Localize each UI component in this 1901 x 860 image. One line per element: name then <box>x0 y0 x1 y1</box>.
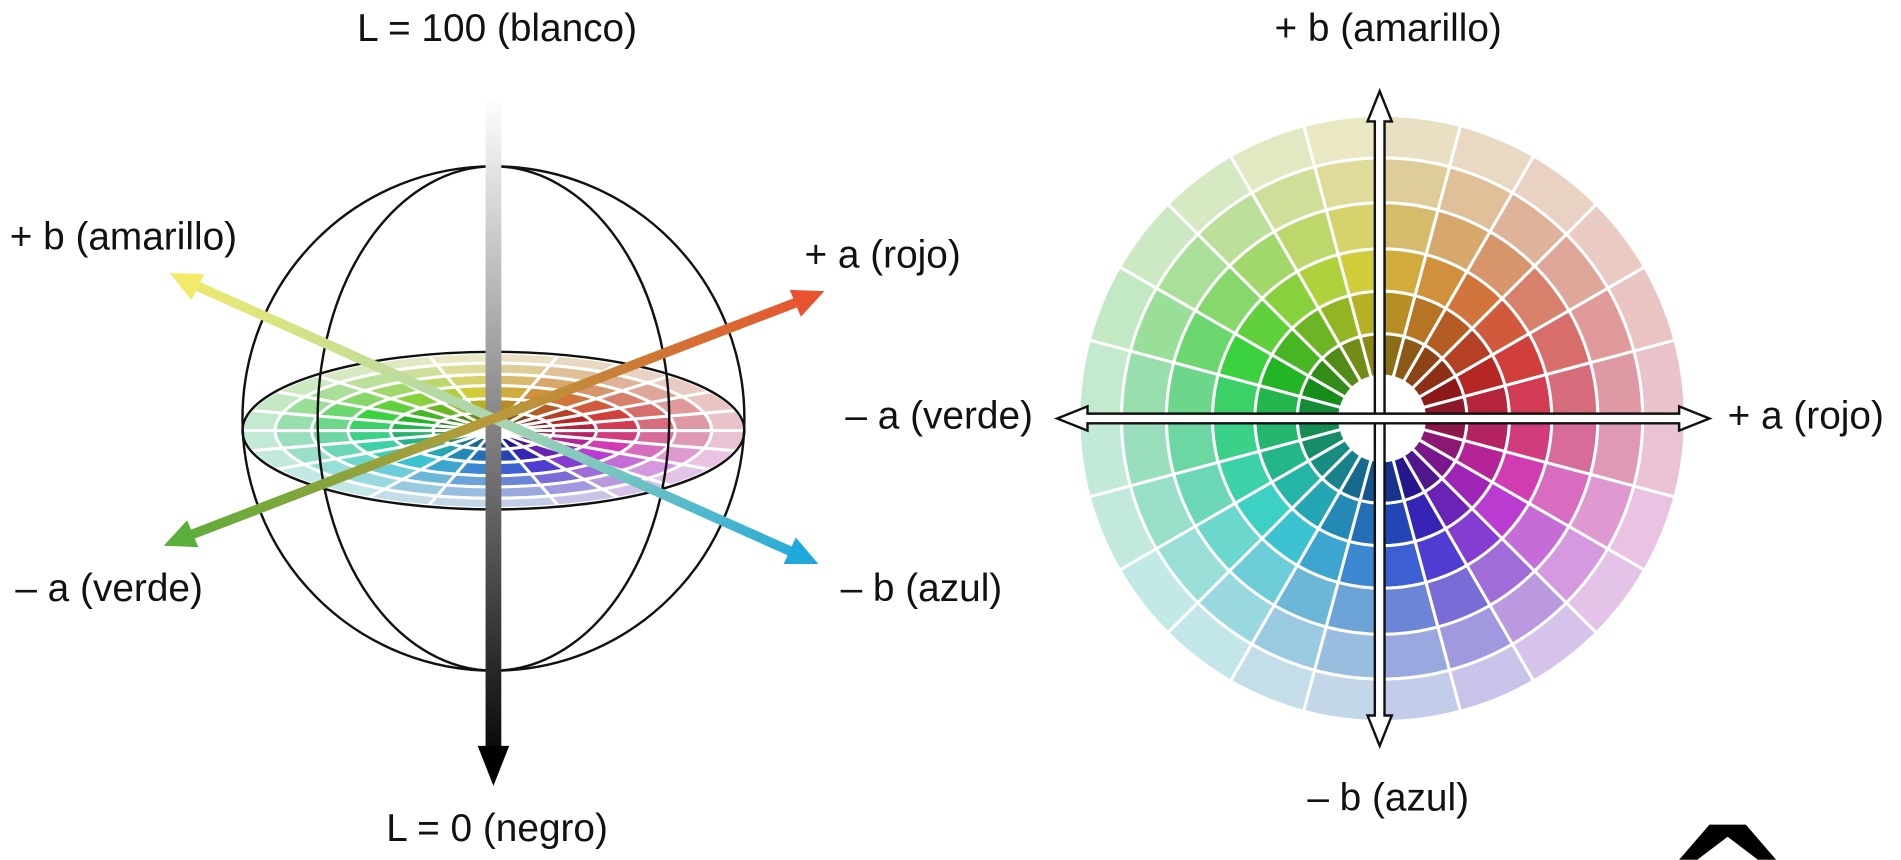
lab-diagram: L = 100 (blanco) + b (amarillo) + a (roj… <box>0 0 1901 860</box>
wheel-cell <box>1382 670 1460 721</box>
label: + a (rojo) <box>1728 395 1884 438</box>
label: + b (amarillo) <box>1274 7 1501 50</box>
wheel-cell <box>593 431 639 443</box>
label: – b (azul) <box>1307 777 1469 820</box>
wheel-cell <box>1382 115 1460 166</box>
label: – b (azul) <box>841 567 1003 610</box>
arrow-head <box>478 746 510 786</box>
label: + a (rojo) <box>804 233 960 276</box>
wheel-cell <box>1634 340 1685 418</box>
label: + b (amarillo) <box>10 215 237 258</box>
logo-fragment <box>1679 825 1776 860</box>
wheel-cell <box>1382 203 1438 255</box>
wheel-cell <box>348 419 394 431</box>
wheel-cell <box>1166 363 1218 419</box>
label: – a (verde) <box>15 567 203 610</box>
wheel-cell <box>1304 115 1382 166</box>
wheel-axes <box>1057 91 1709 746</box>
wheel-cell <box>1546 418 1598 474</box>
wheel-cell <box>1634 418 1685 496</box>
label: L = 100 (blanco) <box>357 7 637 50</box>
label: L = 0 (negro) <box>386 807 608 850</box>
wheel-cell <box>1304 670 1382 721</box>
label: – a (verde) <box>845 395 1033 438</box>
